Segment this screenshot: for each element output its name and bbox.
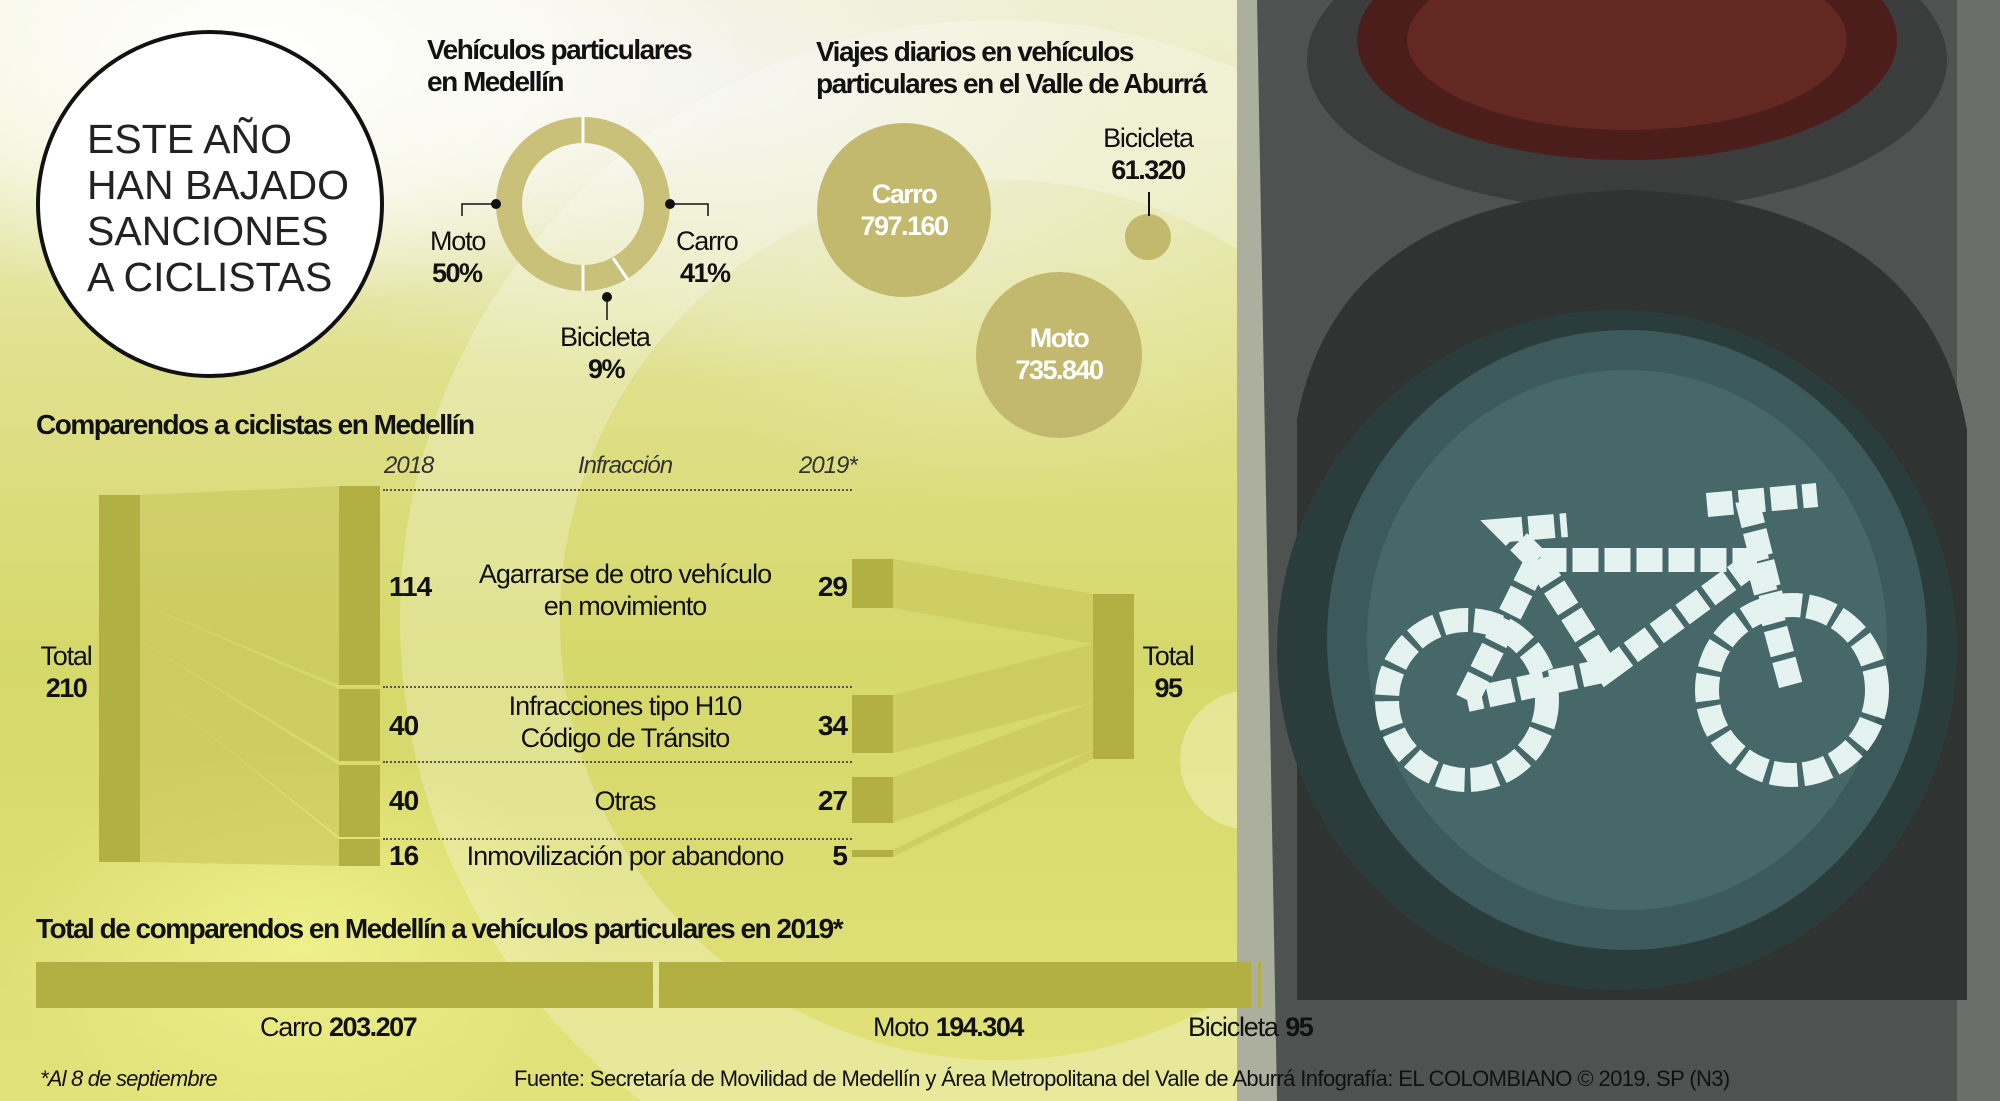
bar-label-bicicleta-value: 95: [1285, 1012, 1314, 1042]
infraccion-line: en movimiento: [543, 591, 708, 621]
infraccion-row-2: Infracciones tipo H10 Código de Tránsito: [450, 690, 800, 754]
bar-2019-row-2: [852, 695, 893, 753]
column-header-2018: 2018: [384, 452, 434, 479]
bubble-bicicleta: [1125, 214, 1171, 260]
comparendos-title: Comparendos a ciclistas en Medellín: [36, 409, 475, 440]
bar-2018-row-1: [339, 486, 380, 685]
infraccion-row-1: Agarrarse de otro vehículo en movimiento: [450, 558, 800, 622]
donut-chart: [461, 117, 709, 320]
total-2018-value: 210: [45, 673, 88, 703]
bubble-bicicleta-leader: [1148, 192, 1150, 216]
headline-line: A CICLISTAS: [87, 254, 333, 300]
bubble-carro: [817, 123, 991, 297]
bar-label-carro-name: Carro: [260, 1012, 323, 1042]
total-2019-value: 95: [1154, 673, 1183, 703]
infraccion-line: Inmovilización por abandono: [466, 841, 785, 871]
infraccion-line: Otras: [594, 786, 656, 816]
bar-label-moto-name: Moto: [873, 1012, 929, 1042]
value-2019-row-4: 5: [832, 840, 848, 871]
value-2018-row-2: 40: [389, 710, 419, 741]
bar-2019-row-3: [852, 777, 893, 823]
divider: [383, 761, 852, 763]
headline: ESTE AÑO HAN BAJADO SANCIONES A CICLISTA…: [87, 116, 349, 300]
total-2019-label: Total: [1142, 641, 1194, 671]
total-2019-bar: [1093, 594, 1134, 759]
bubble-carro-name: Carro: [871, 179, 938, 209]
bubble-moto-value: 735.840: [1015, 355, 1104, 385]
value-2019-row-2: 34: [817, 710, 848, 741]
bubble-carro-label: Carro 797.160: [817, 178, 991, 242]
bubble-moto-label: Moto 735.840: [976, 322, 1142, 386]
infraccion-row-3: Otras: [450, 785, 800, 817]
donut-label-moto: Moto: [430, 226, 486, 256]
bar-label-moto: Moto 194.304: [873, 1012, 1025, 1043]
bar-label-carro-value: 203.207: [329, 1012, 418, 1042]
bar-label-moto-value: 194.304: [935, 1012, 1025, 1042]
bar-bicicleta: [1258, 962, 1261, 1008]
bubble-title: Viajes diarios en vehículos particulares…: [816, 36, 1207, 99]
headline-line: ESTE AÑO: [87, 116, 293, 162]
donut-divider-carro-bici: [611, 257, 630, 281]
infraccion-line: Agarrarse de otro vehículo: [478, 559, 772, 589]
column-header-2019: 2019*: [799, 452, 858, 479]
divider: [383, 489, 852, 491]
donut-label-bicicleta: Bicicleta: [560, 322, 651, 352]
value-2019-row-3: 27: [817, 785, 848, 816]
headline-line: HAN BAJADO: [87, 162, 349, 208]
bubble-moto-name: Moto: [1029, 323, 1090, 353]
bar-2019-row-4: [852, 850, 893, 857]
bar-label-bicicleta: Bicicleta 95: [1188, 1012, 1314, 1043]
donut-label-carro: Carro: [676, 226, 739, 256]
divider: [383, 686, 852, 688]
bubble-bicicleta-name: Bicicleta: [1103, 123, 1194, 153]
total-2018-label: Total: [40, 641, 92, 671]
total-2018-bar: [99, 495, 140, 862]
column-header-infraccion: Infracción: [578, 452, 673, 479]
flow-2019-row-3: [893, 702, 1093, 823]
value-2018-row-4: 16: [389, 840, 419, 871]
bar-2019-row-1: [852, 559, 893, 608]
bar-carro: [36, 962, 653, 1008]
flow-2018-row-3: [140, 641, 339, 837]
total-2018: Total 210: [36, 640, 96, 704]
donut-title: Vehículos particulares en Medellín: [427, 34, 693, 97]
sankey-flows: [140, 486, 1093, 866]
bar-2018-row-2: [339, 689, 380, 761]
bicycle-icon: [1375, 483, 1889, 792]
bubble-moto: [976, 272, 1142, 438]
value-2018-row-3: 40: [389, 785, 419, 816]
bar-label-carro: Carro 203.207: [260, 1012, 418, 1043]
headline-line: SANCIONES: [87, 208, 329, 254]
total-2019: Total 95: [1138, 640, 1198, 704]
flow-2019-row-1: [893, 559, 1093, 644]
bar-2018-row-3: [339, 765, 380, 837]
donut-value-carro: 41%: [680, 258, 731, 288]
divider: [383, 838, 852, 840]
flow-2019-row-4: [893, 750, 1093, 857]
flow-2018-row-1: [140, 486, 339, 685]
bar-moto: [659, 962, 1251, 1008]
footnote: *Al 8 de septiembre: [40, 1066, 218, 1091]
value-2018-row-1: 114: [389, 571, 432, 602]
value-2019-row-1: 29: [817, 571, 848, 602]
bubble-bicicleta-label: Bicicleta 61.320: [1098, 122, 1198, 186]
donut-value-moto: 50%: [432, 258, 483, 288]
headline-circle: [36, 30, 384, 378]
bar-label-bicicleta-name: Bicicleta: [1188, 1012, 1279, 1042]
infraccion-line: Código de Tránsito: [520, 723, 731, 753]
traffic-light-photo: [1237, 0, 2000, 1101]
bubble-bicicleta-value: 61.320: [1111, 155, 1186, 185]
infraccion-line: Infracciones tipo H10: [508, 691, 743, 721]
source-credit: Fuente: Secretaría de Movilidad de Medel…: [514, 1066, 1730, 1091]
flow-2018-row-4: [140, 679, 339, 866]
bar-2018-row-4: [339, 839, 380, 866]
bubble-carro-value: 797.160: [860, 211, 949, 241]
donut-value-bicicleta: 9%: [588, 354, 626, 384]
flow-2019-row-2: [893, 644, 1093, 753]
infraccion-row-4: Inmovilización por abandono: [440, 840, 810, 872]
flow-2018-row-2: [140, 603, 339, 761]
total-comparendos-title: Total de comparendos en Medellín a vehíc…: [36, 913, 844, 944]
